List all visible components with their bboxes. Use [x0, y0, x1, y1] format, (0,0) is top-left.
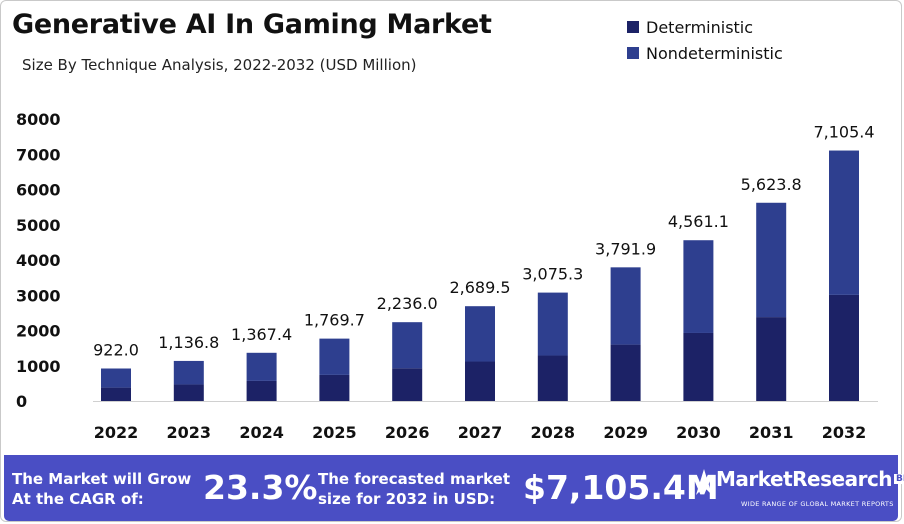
footer-banner: The Market will Grow At the CAGR of: 23.… — [4, 455, 904, 521]
chart-subtitle: Size By Technique Analysis, 2022-2032 (U… — [22, 56, 417, 74]
bar-deterministic-2025 — [319, 374, 350, 401]
bar-deterministic-2031 — [756, 317, 787, 401]
x-tick-label-2029: 2029 — [603, 423, 648, 442]
bar-nondeterministic-2030 — [683, 240, 714, 333]
data-label-2025: 1,769.7 — [304, 311, 365, 330]
legend-item-nondeterministic: Nondeterministic — [627, 40, 783, 66]
y-tick-label: 5000 — [16, 216, 61, 235]
y-tick-label: 1000 — [16, 357, 61, 376]
logo-suffix: BIZ — [894, 474, 904, 484]
y-tick-label: 0 — [16, 392, 27, 411]
logo: MarketResearch BIZ — [716, 467, 904, 491]
bar-nondeterministic-2023 — [173, 360, 204, 385]
y-tick-label: 7000 — [16, 145, 61, 164]
logo-name: MarketResearch — [716, 467, 893, 491]
legend-item-deterministic: Deterministic — [627, 14, 783, 40]
bar-nondeterministic-2022 — [101, 368, 131, 388]
cagr-caption: The Market will Grow At the CAGR of: — [12, 469, 191, 509]
x-tick-label-2031: 2031 — [749, 423, 794, 442]
legend: Deterministic Nondeterministic — [627, 14, 783, 66]
forecast-caption-line2: size for 2032 in USD: — [318, 490, 496, 508]
bar-deterministic-2022 — [101, 387, 131, 401]
forecast-caption-line1: The forecasted market — [318, 470, 511, 488]
bar-deterministic-2028 — [537, 355, 568, 401]
bar-deterministic-2032 — [829, 294, 859, 401]
bar-nondeterministic-2024 — [246, 352, 277, 381]
x-tick-label-2027: 2027 — [458, 423, 503, 442]
x-tick-label-2024: 2024 — [239, 423, 284, 442]
y-tick-label: 3000 — [16, 286, 61, 305]
bar-nondeterministic-2025 — [319, 338, 350, 375]
data-label-2026: 2,236.0 — [377, 294, 438, 313]
x-tick-label-2032: 2032 — [822, 423, 867, 442]
data-label-2028: 3,075.3 — [522, 265, 583, 284]
bar-deterministic-2026 — [392, 368, 423, 401]
x-tick-label-2030: 2030 — [676, 423, 721, 442]
x-tick-label-2022: 2022 — [94, 423, 139, 442]
cagr-value: 23.3% — [203, 468, 318, 507]
bar-nondeterministic-2028 — [537, 292, 568, 356]
bar-nondeterministic-2026 — [392, 322, 423, 369]
forecast-caption: The forecasted market size for 2032 in U… — [318, 469, 510, 509]
data-label-2029: 3,791.9 — [595, 239, 656, 258]
legend-swatch-deterministic — [627, 21, 639, 33]
bar-deterministic-2023 — [173, 384, 204, 401]
chart-title: Generative AI In Gaming Market — [12, 9, 492, 40]
bar-nondeterministic-2031 — [756, 202, 787, 318]
logo-tagline: WIDE RANGE OF GLOBAL MARKET REPORTS — [741, 500, 894, 508]
data-label-2023: 1,136.8 — [158, 333, 219, 352]
x-tick-label-2025: 2025 — [312, 423, 357, 442]
x-tick-label-2023: 2023 — [167, 423, 212, 442]
data-label-2022: 922.0 — [93, 340, 139, 359]
bar-nondeterministic-2032 — [829, 150, 859, 295]
y-tick-label: 8000 — [16, 110, 61, 129]
x-tick-label-2028: 2028 — [531, 423, 576, 442]
bar-chart: 0 1000 2000 3000 4000 5000 6000 7000 8000 922.0 20… — [16, 110, 878, 442]
y-tick-label: 4000 — [16, 251, 61, 270]
y-tick-label: 2000 — [16, 322, 61, 341]
data-label-2032: 7,105.4 — [813, 123, 874, 142]
bar-deterministic-2027 — [465, 361, 495, 401]
bar-deterministic-2024 — [246, 380, 277, 401]
cagr-caption-line1: The Market will Grow — [12, 470, 192, 488]
x-tick-label-2026: 2026 — [385, 423, 430, 442]
data-label-2031: 5,623.8 — [741, 175, 802, 194]
bar-deterministic-2029 — [610, 344, 641, 401]
logo-icon — [696, 469, 712, 495]
bar-deterministic-2030 — [683, 332, 714, 401]
y-tick-label: 6000 — [16, 181, 61, 200]
legend-swatch-nondeterministic — [627, 47, 639, 59]
legend-label-nondeterministic: Nondeterministic — [646, 43, 783, 63]
bar-nondeterministic-2029 — [610, 267, 641, 345]
data-label-2024: 1,367.4 — [231, 325, 292, 344]
data-label-2030: 4,561.1 — [668, 212, 729, 231]
forecast-value: $7,105.4M — [523, 468, 719, 507]
legend-label-deterministic: Deterministic — [646, 17, 754, 37]
cagr-caption-line2: At the CAGR of: — [12, 490, 144, 508]
data-label-2027: 2,689.5 — [449, 278, 510, 297]
bar-nondeterministic-2027 — [465, 306, 495, 362]
